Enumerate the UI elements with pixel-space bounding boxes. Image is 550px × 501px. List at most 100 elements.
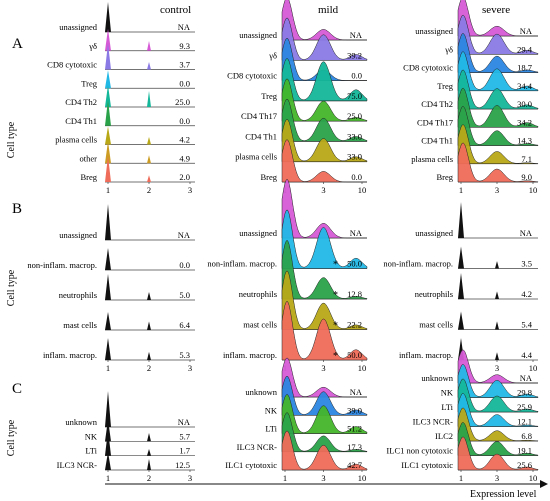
row-label: LTi bbox=[85, 446, 97, 456]
row-label: CD4 Th17 bbox=[417, 117, 453, 127]
row-label: Treg bbox=[81, 78, 97, 88]
row-value: 39.2 bbox=[347, 50, 362, 60]
x-tick-label: 3 bbox=[188, 185, 192, 195]
ridge-spike bbox=[105, 141, 111, 164]
row-label: LTi bbox=[265, 424, 277, 434]
y-axis-label-b: Cell type bbox=[6, 269, 17, 306]
row-label: Breg bbox=[436, 172, 453, 182]
row-value: 4.2 bbox=[179, 135, 190, 145]
ridge-secondary-spike bbox=[147, 155, 151, 164]
ridge-density bbox=[281, 58, 368, 102]
ridge-row: plasma cells 4.2 bbox=[55, 126, 195, 145]
row-label: CD8 cytotoxic bbox=[47, 60, 97, 70]
significance-star: * bbox=[333, 260, 338, 271]
row-label: other bbox=[80, 153, 98, 163]
row-value: 29.8 bbox=[517, 388, 532, 398]
ridge-spike bbox=[105, 274, 111, 300]
ridge-row: mast cells 5.4 bbox=[419, 311, 538, 330]
ridgeline-chart-a-severe: unassigned NA γδ 29.4 CD8 cytotoxic 18.7 Treg 3… bbox=[403, 0, 539, 195]
ridge-spike bbox=[105, 70, 111, 89]
row-value: 0.0 bbox=[179, 260, 190, 270]
ridge-row: CD4 Th2 25.0 bbox=[65, 85, 195, 108]
ridge-row: Treg 0.0 bbox=[81, 70, 195, 89]
panel-letter-a: A bbox=[12, 36, 23, 52]
row-value: NA bbox=[350, 228, 363, 238]
row-label: inflam. macrop. bbox=[43, 350, 97, 360]
row-label: ILC3 NCR- bbox=[237, 442, 278, 452]
row-label: NK bbox=[441, 388, 454, 398]
row-label: mast cells bbox=[243, 320, 277, 330]
row-value: 34.2 bbox=[517, 117, 532, 127]
row-value: 29.4 bbox=[517, 44, 533, 54]
row-value: 19.1 bbox=[517, 446, 532, 456]
ridge-secondary-spike bbox=[147, 41, 151, 51]
ridge-density bbox=[281, 119, 368, 162]
ridge-row: unassigned NA bbox=[239, 0, 367, 41]
ridge-row: LTi 51.2 bbox=[265, 394, 368, 434]
ridgeline-chart-c-control: unknown NA NK 5.7 LTi 1.7 ILC3 NCR- 12.5 1 2 3 bbox=[57, 391, 195, 483]
ridge-row: γδ 9.3 bbox=[88, 28, 195, 52]
ridge-spike bbox=[458, 311, 464, 330]
x-tick-label: 1 bbox=[283, 473, 287, 483]
row-label: CD4 Th1 bbox=[245, 131, 277, 141]
ridge-density bbox=[281, 209, 368, 269]
ridge-spike bbox=[105, 126, 111, 145]
row-label: mast cells bbox=[419, 320, 453, 330]
row-value: 30.0 bbox=[517, 99, 532, 109]
row-value: 3.7 bbox=[179, 60, 190, 70]
ridge-spike bbox=[105, 248, 111, 270]
ridge-secondary-spike bbox=[147, 459, 151, 470]
row-value: 25.0 bbox=[347, 111, 362, 121]
x-tick-label: 10 bbox=[358, 473, 367, 483]
ridge-secondary-spike bbox=[147, 351, 151, 360]
row-value: 2.0 bbox=[179, 172, 190, 182]
ridgeline-chart-b-control: unassigned NA non-inflam. macrop. 0.0 neutro… bbox=[27, 204, 195, 373]
row-value: 1.7 bbox=[179, 446, 190, 456]
row-label: plasma cells bbox=[411, 154, 453, 164]
row-label: neutrophils bbox=[239, 289, 277, 299]
ridge-density bbox=[457, 142, 539, 183]
ridge-secondary-spike bbox=[147, 62, 151, 70]
row-value: 9.3 bbox=[179, 41, 190, 51]
row-value: 6.4 bbox=[179, 320, 190, 330]
x-tick-label: 2 bbox=[147, 473, 151, 483]
row-value: 4.9 bbox=[179, 153, 190, 163]
row-value: 25.9 bbox=[517, 402, 532, 412]
significance-star: * bbox=[333, 290, 338, 301]
x-tick-label: 1 bbox=[106, 473, 110, 483]
row-value: NA bbox=[520, 228, 533, 238]
ridge-row: mast cells 22.2 * bbox=[243, 270, 368, 332]
row-label: CD8 cytotoxic bbox=[227, 71, 277, 81]
ridge-row: Breg 0.0 bbox=[260, 139, 367, 183]
row-label: non-inflam. macrop. bbox=[383, 259, 453, 269]
row-value: 33.0 bbox=[347, 152, 362, 162]
ridge-row: unassigned NA bbox=[59, 204, 195, 241]
row-value: NA bbox=[520, 373, 533, 383]
row-label: non-inflam. macrop. bbox=[207, 259, 277, 269]
ridge-row: Breg 9.0 bbox=[436, 142, 539, 183]
row-label: Treg bbox=[437, 81, 453, 91]
ridge-density bbox=[281, 301, 368, 361]
ridge-row: unassigned NA bbox=[415, 0, 538, 37]
row-value: 0.0 bbox=[179, 116, 190, 126]
ridge-row: neutrophils 5.0 bbox=[59, 274, 195, 301]
ridge-row: unassigned NA bbox=[59, 2, 195, 33]
row-label: Treg bbox=[261, 91, 277, 101]
row-label: unassigned bbox=[415, 228, 454, 238]
row-label: unassigned bbox=[239, 30, 278, 40]
row-value: 9.0 bbox=[521, 172, 532, 182]
x-tick-label: 3 bbox=[188, 473, 192, 483]
row-value: 42.7 bbox=[347, 460, 362, 470]
condition-title-severe: severe bbox=[482, 4, 510, 16]
ridge-row: inflam. macrop. 4.4 bbox=[399, 338, 538, 361]
ridge-secondary-spike bbox=[147, 433, 151, 442]
ridge-density bbox=[457, 87, 539, 128]
ridge-row: Breg 2.0 bbox=[80, 156, 195, 183]
row-value: 5.3 bbox=[179, 350, 190, 360]
row-label: mast cells bbox=[63, 320, 97, 330]
row-value: 5.4 bbox=[521, 320, 532, 330]
row-label: unassigned bbox=[415, 26, 454, 36]
x-tick-label: 1 bbox=[106, 363, 110, 373]
row-value: NA bbox=[178, 230, 191, 240]
